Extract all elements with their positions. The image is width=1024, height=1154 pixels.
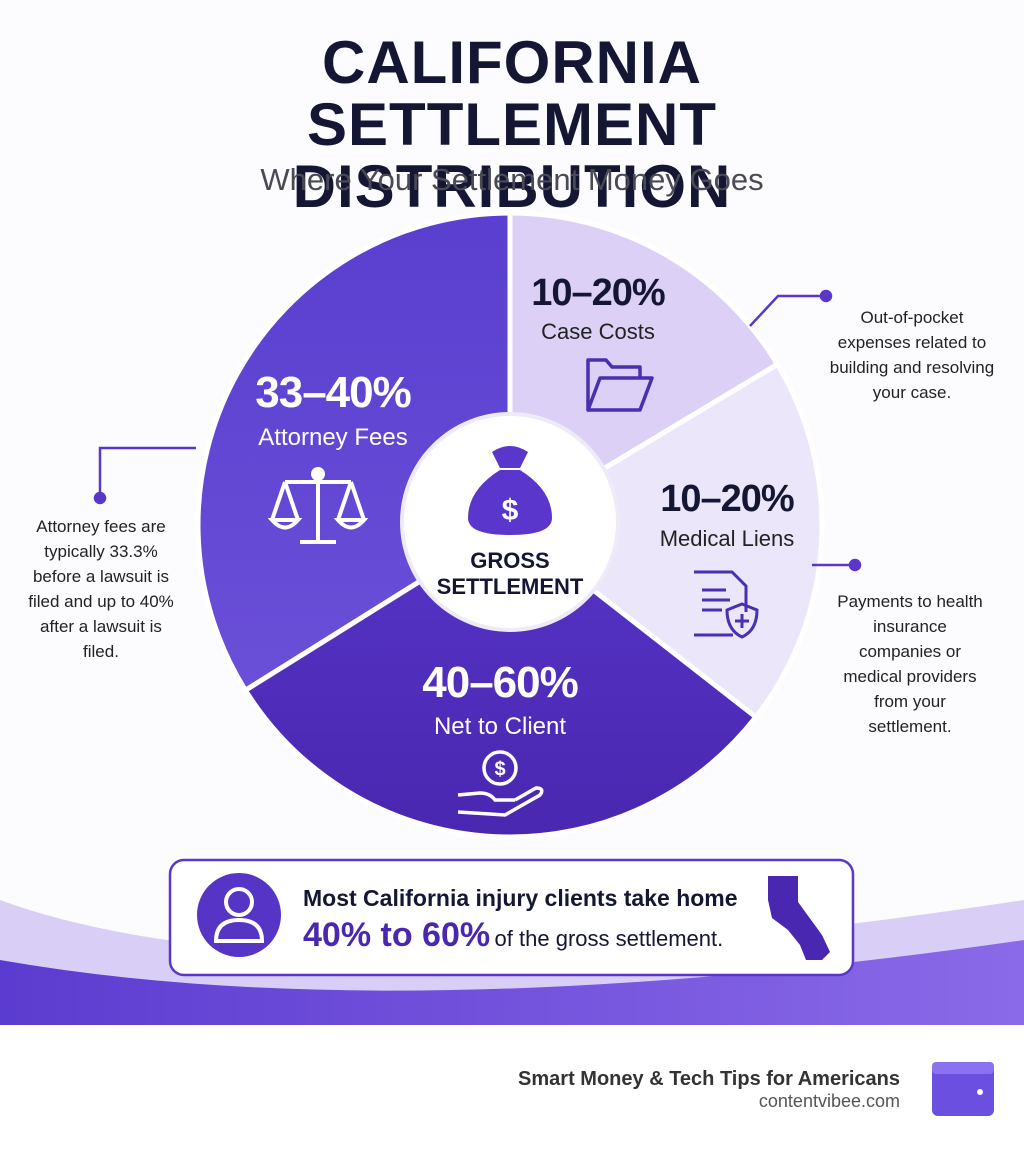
footer-site: contentvibee.com (758, 1091, 900, 1111)
hand-coin-icon: $ (457, 750, 544, 817)
callout-highlight: 40% to 60% (303, 916, 491, 954)
segment-percent: 33–40% (255, 368, 411, 417)
svg-text:$: $ (494, 758, 505, 780)
svg-text:$: $ (502, 494, 519, 527)
callout-text: Most California injury clients take home (303, 885, 738, 911)
segment-note: Payments to health insurance companies o… (837, 592, 983, 736)
person-icon (197, 873, 281, 957)
pie (195, 210, 825, 840)
callout-line: 40% to 60% of the gross settlement. (303, 916, 783, 955)
segment-note: Out-of-pocket expenses related to buildi… (829, 308, 995, 402)
segment-percent: 10–20% (531, 272, 665, 314)
wave (0, 940, 1024, 1030)
subtitle: Where Your Settlement Money Goes (260, 162, 764, 197)
title: CALIFORNIA SETTLEMENT DISTRIBUTION (292, 29, 732, 220)
wallet-icon (932, 1062, 994, 1116)
scales-icon (267, 467, 369, 544)
segment-label: Attorney Fees (258, 424, 408, 451)
segment-note: Attorney fees are typically 33.3% before… (28, 517, 174, 661)
segment-label: Medical Liens (659, 526, 795, 551)
folder-icon (586, 358, 654, 412)
segment-percent: 40–60% (422, 658, 578, 707)
money-bag-icon: $ (468, 446, 552, 535)
callout-rest: of the gross settlement. (494, 926, 724, 951)
segment-label: Case Costs (541, 319, 655, 344)
segment-percent: 10–20% (660, 478, 794, 520)
california-icon (768, 876, 830, 960)
callout-box (168, 858, 855, 977)
footer-bg (0, 1025, 1024, 1154)
center-label: GROSS SETTLEMENT (436, 548, 584, 599)
segment-label: Net to Client (433, 713, 567, 740)
pie-wedge (241, 521, 760, 840)
footer-tagline: Smart Money & Tech Tips for Americans (518, 1068, 900, 1090)
document-icon (694, 570, 759, 639)
pie-wedge (505, 360, 825, 721)
connectors (93, 289, 862, 572)
